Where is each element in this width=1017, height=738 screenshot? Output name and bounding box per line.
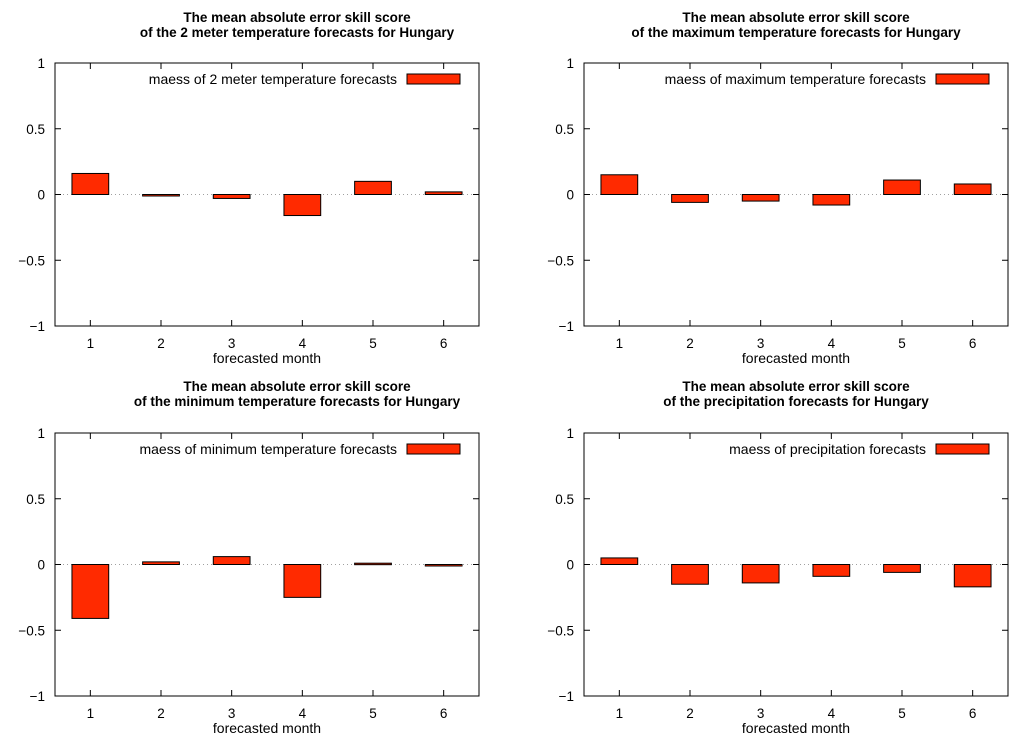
bar-month-2 [671,194,709,203]
y-tick-label: 1 [566,426,574,441]
y-tick-label: 0.5 [555,122,574,137]
x-tick-label: 2 [686,706,694,721]
x-tick-label: 1 [87,706,95,721]
chart-title-line-1: The mean absolute error skill score [682,10,910,25]
y-tick-label: −0.5 [18,623,45,638]
chart-title-line-1: The mean absolute error skill score [682,379,910,394]
x-axis-label: forecasted month [213,350,321,366]
x-tick-label: 1 [616,706,624,721]
x-tick-label: 6 [440,706,448,721]
bar-month-1 [71,172,110,196]
y-tick-label: −0.5 [547,623,574,638]
bar-month-4 [812,564,851,577]
x-axis-label: forecasted month [742,720,850,736]
x-tick-label: 3 [757,706,765,721]
y-tick-label: 0 [566,188,574,203]
x-tick-label: 1 [87,336,95,351]
bar-month-6 [953,564,992,588]
bar-month-6 [953,183,992,195]
bar-month-1 [600,174,639,195]
bar-month-6 [424,564,463,567]
y-tick-label: 1 [37,56,45,71]
bar-month-2 [142,561,180,565]
y-tick-label: −1 [559,319,574,334]
bar-month-3 [212,556,251,565]
y-tick-label: 0.5 [555,492,574,507]
bar-month-3 [741,564,780,584]
y-tick-label: 0.5 [26,492,45,507]
bar-month-1 [71,564,110,619]
x-tick-label: 3 [228,706,236,721]
x-tick-label: 2 [157,706,165,721]
y-tick-label: −1 [30,319,45,334]
x-tick-label: 5 [369,706,377,721]
bar-month-1 [600,557,639,565]
y-tick-label: −0.5 [547,253,574,268]
bar-month-3 [741,194,780,202]
y-tick-label: 0 [37,188,45,203]
x-axis-label: forecasted month [742,350,850,366]
x-tick-label: 2 [157,336,165,351]
bar-month-5 [354,562,392,566]
chart-title-line-2: of the maximum temperature forecasts for… [631,25,961,40]
chart-title-line-2: of the 2 meter temperature forecasts for… [140,25,455,40]
legend-swatch [935,73,990,85]
x-tick-label: 3 [757,336,765,351]
x-tick-label: 6 [969,706,977,721]
bar-month-4 [283,564,322,598]
x-tick-label: 5 [898,336,906,351]
x-axis-label: forecasted month [213,720,321,736]
chart-title-line-2: of the minimum temperature forecasts for… [134,394,461,409]
y-tick-label: 0 [566,558,574,573]
x-tick-label: 6 [969,336,977,351]
x-tick-label: 1 [616,336,624,351]
bar-month-5 [883,179,921,196]
y-tick-label: −1 [559,689,574,704]
legend-label: maess of minimum temperature forecasts [139,441,397,457]
x-tick-label: 3 [228,336,236,351]
y-tick-label: 1 [566,56,574,71]
y-tick-label: 1 [37,426,45,441]
y-tick-label: 0 [37,558,45,573]
chart-title-line-2: of the precipitation forecasts for Hunga… [663,394,929,409]
plot-frame [583,62,1009,327]
chart-title-line-1: The mean absolute error skill score [183,379,411,394]
x-tick-label: 4 [828,706,836,721]
x-tick-label: 5 [898,706,906,721]
x-tick-label: 4 [299,336,307,351]
x-tick-label: 4 [299,706,307,721]
plot-frame [583,432,1009,697]
legend-swatch [406,73,461,85]
legend-label: maess of maximum temperature forecasts [665,71,926,87]
y-tick-label: −0.5 [18,253,45,268]
y-tick-label: −1 [30,689,45,704]
bar-month-3 [212,194,251,199]
bar-month-2 [671,564,709,585]
bar-month-5 [883,564,921,573]
legend-swatch [935,443,990,455]
legend-label: maess of precipitation forecasts [729,441,926,457]
legend-swatch [406,443,461,455]
bar-month-5 [354,180,392,196]
x-tick-label: 6 [440,336,448,351]
bar-month-4 [283,194,322,217]
bar-month-6 [424,191,463,195]
plot-frame [54,432,480,697]
x-tick-label: 5 [369,336,377,351]
legend-label: maess of 2 meter temperature forecasts [149,71,397,87]
bar-month-2 [142,194,180,197]
bar-month-4 [812,194,851,206]
plot-frame [54,62,480,327]
y-tick-label: 0.5 [26,122,45,137]
chart-title-line-1: The mean absolute error skill score [183,10,411,25]
x-tick-label: 2 [686,336,694,351]
x-tick-label: 4 [828,336,836,351]
